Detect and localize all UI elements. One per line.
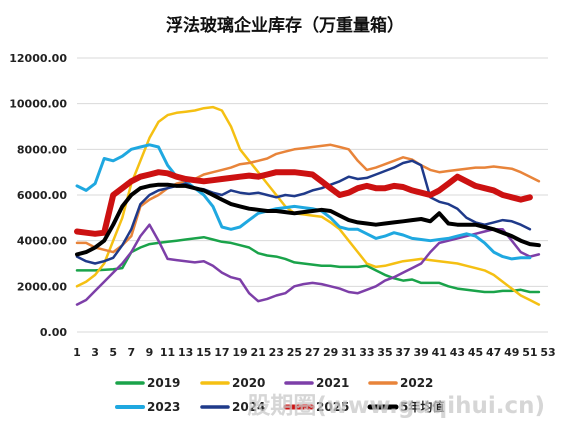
x-tick-label: 33 <box>359 346 374 359</box>
x-tick-label: 39 <box>414 346 429 359</box>
x-tick-label: 19 <box>232 346 247 359</box>
series-line-2024 <box>75 159 532 265</box>
watermark: 股期圈(www.guqihui.cn) <box>247 393 545 419</box>
series-line-2023 <box>75 143 532 261</box>
x-tick-label: 1 <box>73 346 81 359</box>
x-tick-label: 15 <box>196 346 211 359</box>
chart-title: 浮法玻璃企业库存（万重量箱） <box>166 15 404 36</box>
x-tick-label: 51 <box>522 346 537 359</box>
legend-label: 5年均值 <box>400 399 444 414</box>
legend-label: 2020 <box>232 376 265 390</box>
x-tick-label: 45 <box>468 346 483 359</box>
x-tick-label: 27 <box>305 346 320 359</box>
series-lines <box>74 105 541 306</box>
series-line-2025 <box>74 169 533 237</box>
x-tick-label: 37 <box>395 346 410 359</box>
x-tick-label: 47 <box>486 346 501 359</box>
legend-label: 2019 <box>147 376 180 390</box>
x-tick-label: 9 <box>146 346 154 359</box>
y-tick-label: 4000.00 <box>17 235 67 248</box>
legend-label: 2023 <box>147 400 180 414</box>
x-tick-label: 13 <box>178 346 193 359</box>
x-tick-label: 31 <box>341 346 356 359</box>
y-axis-ticks: 0.00 2000.00 4000.00 6000.00 8000.00 10000.00… <box>9 52 67 339</box>
legend-label: 2025 <box>316 400 349 414</box>
series-line-2020 <box>75 105 541 306</box>
y-tick-label: 12000.00 <box>9 52 67 65</box>
legend-label: 2021 <box>316 376 349 390</box>
y-tick-label: 10000.00 <box>9 98 67 111</box>
x-tick-label: 41 <box>432 346 447 359</box>
x-tick-label: 43 <box>450 346 465 359</box>
x-tick-label: 3 <box>91 346 99 359</box>
x-tick-label: 29 <box>323 346 338 359</box>
series-line-2021 <box>75 223 541 306</box>
legend-label: 2022 <box>400 376 433 390</box>
y-tick-label: 0.00 <box>40 326 67 339</box>
series-line-5年均值 <box>75 182 541 257</box>
grid <box>77 57 548 333</box>
series-line-2022 <box>75 143 541 254</box>
x-tick-label: 49 <box>504 346 519 359</box>
legend: 2019 2020 2021 2022 2023 2024 2025 5年均值 <box>115 376 444 414</box>
x-tick-label: 7 <box>128 346 136 359</box>
x-tick-label: 25 <box>287 346 302 359</box>
y-tick-label: 6000.00 <box>17 189 67 202</box>
x-tick-label: 21 <box>250 346 265 359</box>
x-tick-label: 5 <box>109 346 117 359</box>
y-tick-label: 8000.00 <box>17 143 67 156</box>
x-tick-label: 23 <box>269 346 284 359</box>
x-tick-label: 11 <box>160 346 175 359</box>
series-line-2019 <box>75 235 541 294</box>
y-tick-label: 2000.00 <box>17 280 67 293</box>
x-tick-label: 53 <box>540 346 555 359</box>
x-tick-label: 17 <box>214 346 229 359</box>
x-axis-ticks: 1 3 5 7 9 11 13 15 17 19 21 23 25 27 29 31 33 35 37 39 41 43 4… <box>73 346 555 359</box>
legend-label: 2024 <box>232 400 265 414</box>
x-tick-label: 35 <box>377 346 392 359</box>
